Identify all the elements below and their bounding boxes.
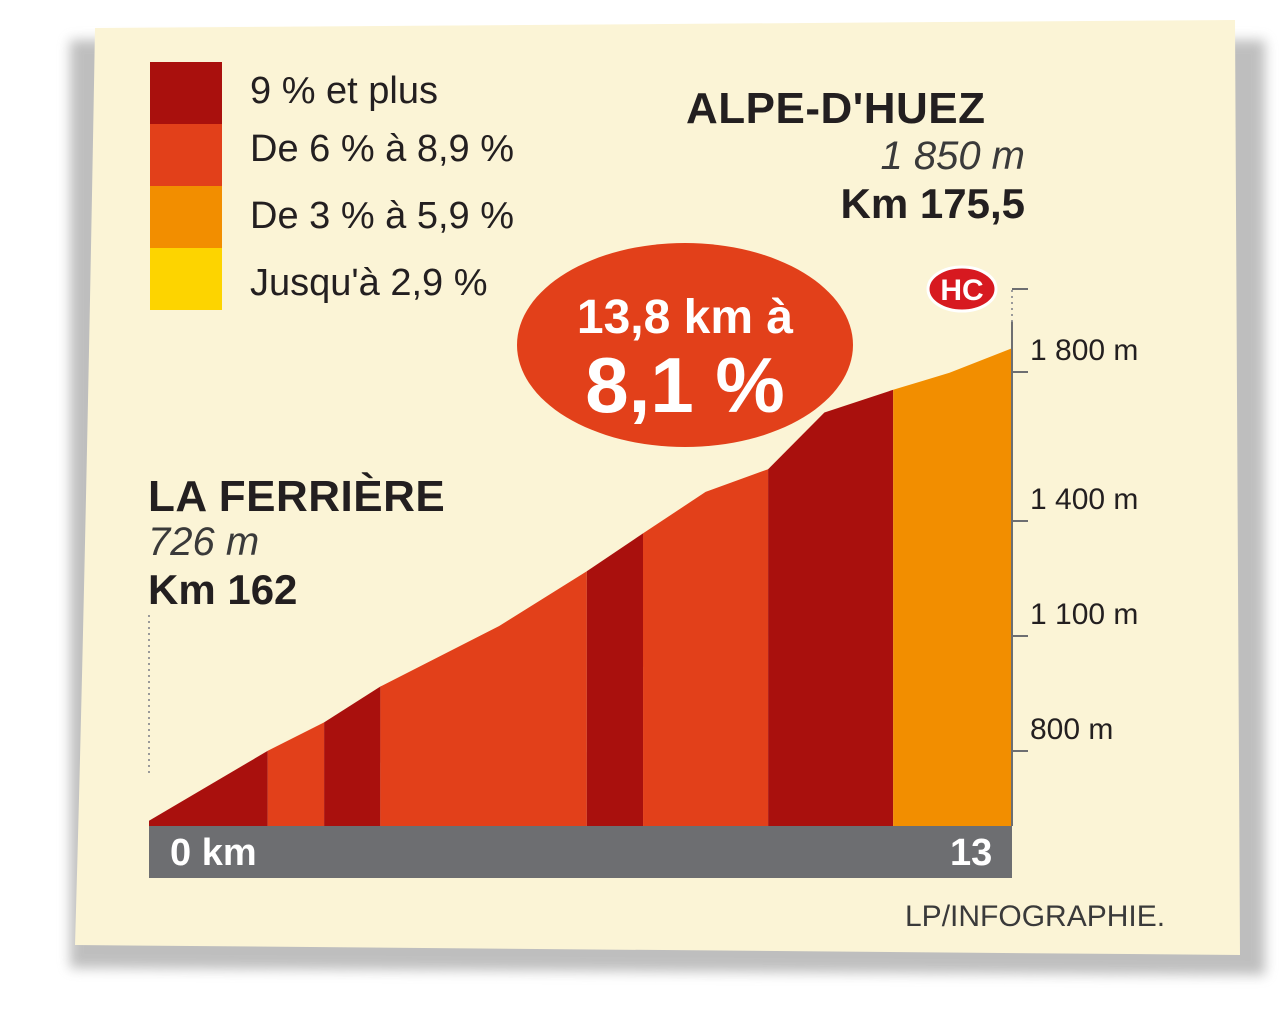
- hc-category-badge: [926, 265, 998, 313]
- profile-segment-4: [380, 571, 587, 826]
- legend-label-9-plus: 9 % et plus: [250, 70, 438, 112]
- summary-distance: 13,8 km à: [576, 291, 794, 344]
- profile-segment-2: [267, 722, 325, 826]
- finish-km: Km 175,5: [840, 180, 1025, 227]
- legend-swatch-6-to-8-9: [150, 124, 222, 186]
- y-tick-label-1400: 1 400 m: [1030, 483, 1139, 516]
- finish-altitude: 1 850 m: [880, 134, 1025, 178]
- legend-swatch-9-plus: [150, 62, 222, 124]
- x-axis-start-label: 0 km: [170, 832, 257, 874]
- legend-swatch-up-to-2-9: [150, 248, 222, 310]
- legend-label-up-to-2-9: Jusqu'à 2,9 %: [250, 262, 488, 304]
- credit-label: LP/INFOGRAPHIE.: [905, 900, 1166, 933]
- start-altitude: 726 m: [148, 520, 260, 564]
- y-tick-label-800: 800 m: [1030, 713, 1114, 746]
- profile-area-layer: [149, 348, 1012, 826]
- y-tick-label-1800: 1 800 m: [1030, 334, 1139, 367]
- profile-segment-6: [643, 469, 769, 826]
- legend-swatch-3-to-5-9: [150, 186, 222, 248]
- x-axis-bar: [149, 826, 1012, 878]
- profile-segment-8: [893, 348, 1012, 826]
- x-axis-end-label: 13: [950, 832, 993, 874]
- profile-segment-3: [324, 686, 381, 826]
- start-km: Km 162: [148, 566, 298, 613]
- summary-badge: [517, 243, 853, 447]
- finish-name: ALPE-D'HUEZ: [686, 84, 986, 133]
- start-name: LA FERRIÈRE: [148, 472, 446, 521]
- hc-badge-label: HC: [940, 274, 983, 307]
- profile-segment-5: [586, 533, 644, 826]
- summary-gradient: 8,1 %: [585, 341, 785, 429]
- legend-label-3-to-5-9: De 3 % à 5,9 %: [250, 195, 515, 237]
- y-tick-layer: [1011, 288, 1028, 826]
- profile-segment-7: [768, 389, 894, 826]
- legend-label-6-to-8-9: De 6 % à 8,9 %: [250, 128, 515, 170]
- y-tick-label-1100: 1 100 m: [1030, 598, 1139, 631]
- profile-segment-1: [149, 750, 268, 826]
